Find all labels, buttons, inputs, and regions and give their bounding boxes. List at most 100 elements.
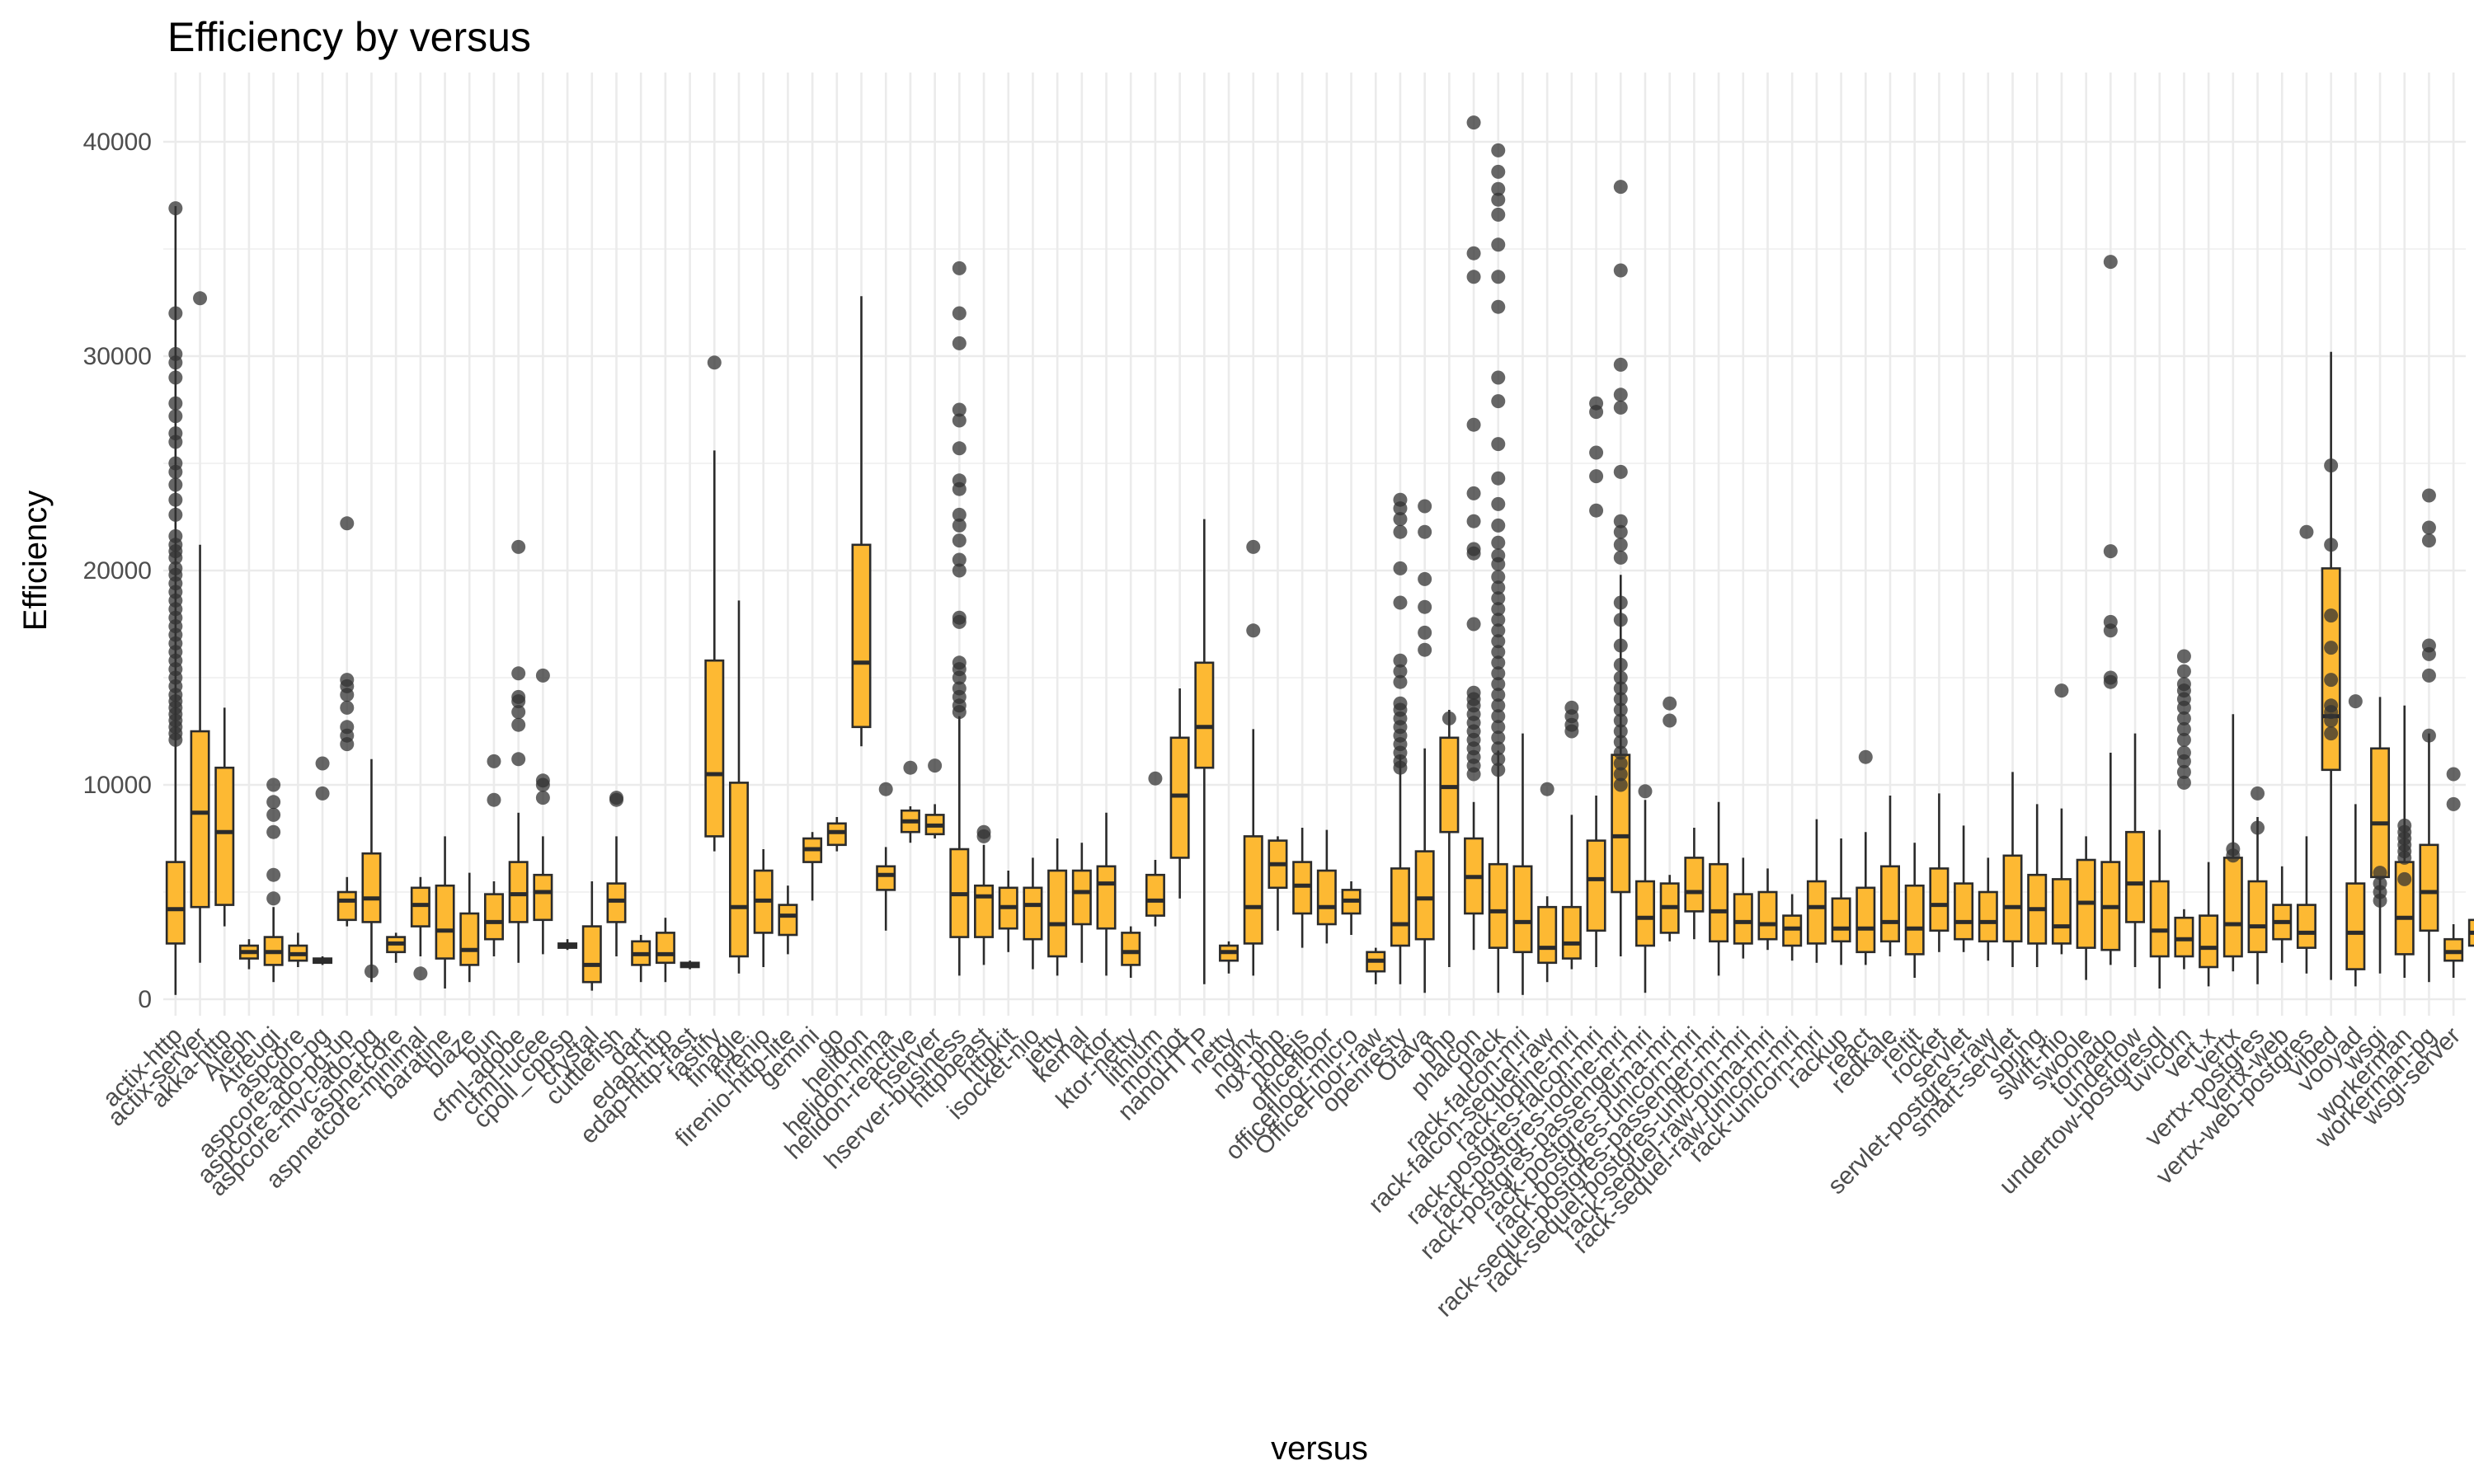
outlier-point <box>168 477 183 492</box>
box-30 <box>900 806 920 843</box>
outlier-point <box>1393 512 1408 527</box>
box-67 <box>1806 819 1827 963</box>
outlier-point <box>1613 756 1628 771</box>
box-body <box>2002 854 2023 943</box>
box-83 <box>2199 862 2219 987</box>
outlier-point <box>1491 207 1506 222</box>
outlier-point <box>952 481 967 496</box>
outlier-point <box>952 336 967 350</box>
outlier-point <box>1613 767 1628 782</box>
box-51 <box>1414 748 1435 993</box>
box-body <box>606 882 627 923</box>
outlier-point <box>2373 866 2387 881</box>
outlier-point <box>952 518 967 533</box>
outlier-point <box>168 396 183 411</box>
box-body <box>778 904 798 937</box>
box-89 <box>2345 804 2366 987</box>
box-body <box>2247 880 2268 954</box>
outlier-point <box>1393 664 1408 679</box>
box-body <box>1121 932 1141 966</box>
box-78 <box>2076 836 2096 980</box>
box-9 <box>386 932 407 963</box>
outlier-point <box>1491 666 1506 681</box>
box-body <box>974 884 995 938</box>
box-body <box>1096 865 1117 930</box>
box-37 <box>1071 843 1092 963</box>
box-31 <box>924 804 945 838</box>
outlier-point <box>2421 520 2436 535</box>
outlier-point <box>1393 760 1408 775</box>
outlier-point <box>1491 698 1506 713</box>
box-60 <box>1634 800 1655 993</box>
box-73 <box>1954 825 1974 952</box>
box-32 <box>949 716 970 976</box>
outlier-point <box>952 261 967 275</box>
outlier-point <box>168 370 183 385</box>
box-62 <box>1684 828 1705 940</box>
box-71 <box>1904 843 1925 978</box>
box-body <box>1733 893 1753 945</box>
box-body <box>1145 873 1165 917</box>
outlier-point <box>1613 180 1628 195</box>
box-94 <box>2467 918 2474 947</box>
box-body <box>1414 850 1435 941</box>
outlier-point <box>315 756 330 771</box>
box-79 <box>2100 753 2121 965</box>
outlier-point <box>511 539 526 554</box>
outlier-point <box>2251 786 2265 801</box>
box-66 <box>1782 894 1803 961</box>
outlier-point <box>2176 664 2191 679</box>
outlier-point <box>1613 681 1628 696</box>
outlier-point <box>1466 767 1481 782</box>
outlier-point <box>413 966 428 981</box>
outlier-point <box>340 700 355 715</box>
box-body <box>704 659 725 838</box>
outlier-point <box>1589 469 1604 484</box>
box-body <box>1488 862 1508 949</box>
box-2 <box>214 707 235 927</box>
outlier-point <box>2176 649 2191 664</box>
outlier-point <box>2176 775 2191 790</box>
outlier-point <box>2176 764 2191 779</box>
box-body <box>1856 886 1876 954</box>
outlier-point <box>168 464 183 479</box>
outlier-point <box>952 614 967 629</box>
outlier-point <box>952 402 967 417</box>
box-40 <box>1145 860 1165 927</box>
outlier-point <box>1491 192 1506 207</box>
y-axis-title: Efficiency <box>17 491 54 631</box>
box-10 <box>410 876 430 956</box>
box-82 <box>2174 909 2194 970</box>
box-72 <box>1929 793 1950 952</box>
outlier-point <box>1663 696 1677 711</box>
outlier-point <box>976 829 991 843</box>
outlier-point <box>1491 556 1506 571</box>
outlier-point <box>1564 724 1579 739</box>
outlier-point <box>1613 692 1628 707</box>
box-body <box>336 890 357 922</box>
box-4 <box>263 907 284 983</box>
box-74 <box>1978 857 1998 961</box>
outlier-point <box>1466 246 1481 261</box>
box-body <box>508 861 529 923</box>
box-54 <box>1488 750 1508 993</box>
box-body <box>1390 867 1410 947</box>
outlier-point <box>1613 357 1628 372</box>
outlier-point <box>511 705 526 720</box>
outlier-point <box>1613 713 1628 728</box>
box-49 <box>1366 947 1386 984</box>
box-3 <box>238 939 259 970</box>
outlier-point <box>1393 524 1408 539</box>
box-body <box>655 932 675 965</box>
box-body <box>2174 916 2194 958</box>
outlier-point <box>2446 767 2461 782</box>
box-16 <box>557 939 578 951</box>
box-body <box>1684 857 1705 913</box>
x-axis-title: versus <box>1271 1430 1368 1467</box>
outlier-point <box>1491 591 1506 606</box>
outlier-point <box>952 670 967 685</box>
outlier-point <box>1491 237 1506 252</box>
box-body <box>1978 890 1998 943</box>
outlier-point <box>1613 387 1628 402</box>
box-33 <box>974 844 995 965</box>
